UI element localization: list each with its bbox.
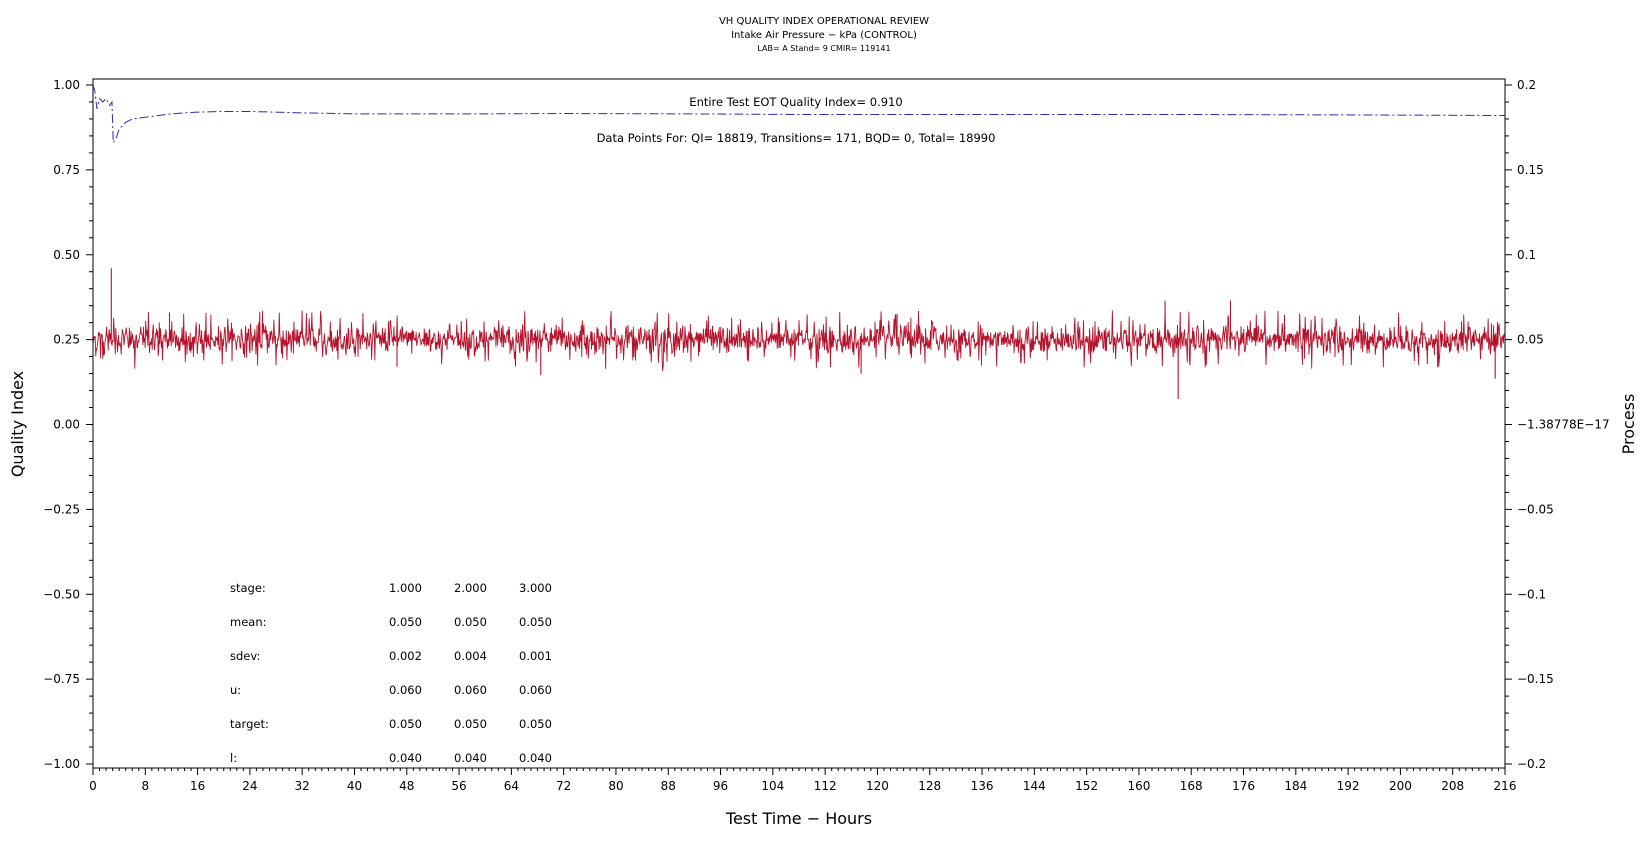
y-left-tick-label: −0.25 — [43, 502, 80, 516]
quality-index-annotation: Entire Test EOT Quality Index= 0.910 — [689, 95, 902, 109]
y-left-tick-label: 1.00 — [53, 78, 80, 92]
quality-index-line — [92, 84, 1506, 145]
x-tick-label: 64 — [504, 779, 519, 793]
stats-cell: 0.060 — [454, 683, 487, 697]
y-left-tick-label: 0.50 — [53, 248, 80, 262]
y-right-tick-label: 0.2 — [1517, 78, 1536, 92]
y-left-tick-label: −0.50 — [43, 587, 80, 601]
y-left-tick-label: −1.00 — [43, 757, 80, 771]
y-right-tick-label: 0.05 — [1517, 333, 1544, 347]
x-tick-label: 128 — [918, 779, 941, 793]
y-right-tick-label: −1.38778E−17 — [1517, 418, 1610, 432]
x-tick-label: 96 — [713, 779, 728, 793]
x-tick-label: 184 — [1284, 779, 1307, 793]
y-right-tick-label: −0.05 — [1517, 502, 1554, 516]
x-tick-label: 216 — [1494, 779, 1517, 793]
stats-cell: 0.050 — [519, 717, 552, 731]
process-trace — [92, 310, 1506, 372]
y-right-tick-label: −0.2 — [1517, 757, 1546, 771]
stats-table: stage: 1.000 2.000 3.000 mean: 0.050 0.050 0.05… — [230, 581, 552, 765]
x-tick-label: 56 — [451, 779, 466, 793]
quality-index-series — [92, 84, 1506, 145]
x-axis: 0 8 16 24 32 40 48 56 64 72 80 88 96 104 112 120 128 136 1… — [89, 768, 1516, 793]
stats-cell: 2.000 — [454, 581, 487, 595]
chart-subtitle-2: LAB= A Stand= 9 CMIR= 119141 — [757, 44, 890, 53]
x-tick-label: 8 — [141, 779, 149, 793]
x-tick-label: 72 — [556, 779, 571, 793]
x-tick-label: 168 — [1180, 779, 1203, 793]
x-tick-label: 136 — [971, 779, 994, 793]
y-left-tick-label: −0.75 — [43, 672, 80, 686]
x-tick-label: 208 — [1441, 779, 1464, 793]
x-tick-label: 160 — [1127, 779, 1150, 793]
x-tick-label: 112 — [814, 779, 837, 793]
x-tick-label: 152 — [1075, 779, 1098, 793]
x-tick-label: 192 — [1337, 779, 1360, 793]
y-right-tick-label: −0.1 — [1517, 587, 1546, 601]
stats-cell: 0.040 — [389, 751, 422, 765]
stats-cell: 0.002 — [389, 649, 422, 663]
x-tick-label: 0 — [89, 779, 97, 793]
y-right-tick-label: 0.15 — [1517, 163, 1544, 177]
x-tick-label: 40 — [347, 779, 362, 793]
x-tick-label: 144 — [1023, 779, 1046, 793]
stats-cell: 0.040 — [454, 751, 487, 765]
stats-cell: 0.060 — [389, 683, 422, 697]
stats-row-label: sdev: — [230, 649, 260, 663]
x-tick-label: 104 — [761, 779, 784, 793]
y-left-tick-label: 0.00 — [53, 418, 80, 432]
stats-cell: 3.000 — [519, 581, 552, 595]
x-tick-label: 88 — [661, 779, 676, 793]
process-series — [92, 268, 1506, 400]
y-axis-right-label: Process — [1619, 394, 1638, 455]
x-axis-label: Test Time − Hours — [725, 809, 872, 828]
stats-cell: 0.001 — [519, 649, 552, 663]
stats-row-label: target: — [230, 717, 269, 731]
stats-cell: 0.050 — [454, 717, 487, 731]
chart-subtitle: Intake Air Pressure − kPa (CONTROL) — [731, 30, 917, 41]
stats-row-label: u: — [230, 683, 241, 697]
x-tick-label: 80 — [608, 779, 623, 793]
stats-cell: 1.000 — [389, 581, 422, 595]
stats-cell: 0.050 — [519, 615, 552, 629]
data-points-annotation: Data Points For: QI= 18819, Transitions=… — [597, 131, 996, 145]
stats-cell: 0.004 — [454, 649, 487, 663]
y-left-tick-label: 0.75 — [53, 163, 80, 177]
y-axis-left: 1.00 0.75 0.50 0.25 0.00 −0.25 −0.50 −0.75 −1.00 — [43, 78, 93, 771]
x-tick-label: 24 — [242, 779, 257, 793]
y-left-tick-label: 0.25 — [53, 333, 80, 347]
x-tick-label: 176 — [1232, 779, 1255, 793]
stats-cell: 0.050 — [389, 615, 422, 629]
x-tick-label: 16 — [190, 779, 205, 793]
y-right-tick-label: −0.15 — [1517, 672, 1554, 686]
stats-cell: 0.040 — [519, 751, 552, 765]
stats-row-label: l: — [230, 751, 237, 765]
y-axis-right: 0.2 0.15 0.1 0.05 −1.38778E−17 −0.05 −0.1 −0.15… — [1505, 78, 1610, 771]
stats-cell: 0.060 — [519, 683, 552, 697]
stats-cell: 0.050 — [454, 615, 487, 629]
y-axis-left-label: Quality Index — [8, 371, 27, 477]
chart-title: VH QUALITY INDEX OPERATIONAL REVIEW — [719, 16, 929, 27]
x-tick-label: 48 — [399, 779, 414, 793]
stats-cell: 0.050 — [389, 717, 422, 731]
stats-row-label: mean: — [230, 615, 267, 629]
stats-row-label: stage: — [230, 581, 266, 595]
y-right-tick-label: 0.1 — [1517, 248, 1536, 262]
plot-frame — [92, 78, 1506, 769]
x-tick-label: 120 — [866, 779, 889, 793]
x-tick-label: 32 — [295, 779, 310, 793]
x-tick-label: 200 — [1389, 779, 1412, 793]
